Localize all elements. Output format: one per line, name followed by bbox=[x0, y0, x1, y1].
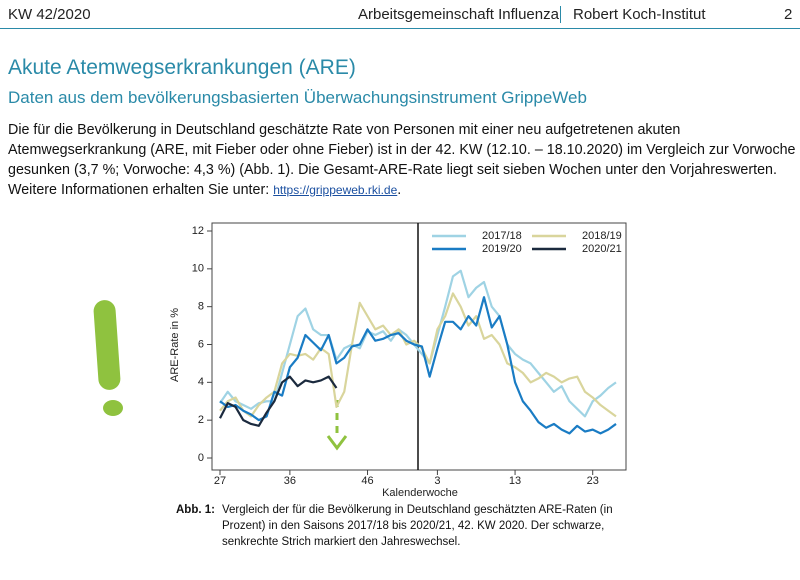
legend-label: 2020/21 bbox=[582, 243, 622, 255]
caption-text: Vergleich der für die Bevölkerung in Deu… bbox=[222, 504, 613, 548]
x-tick-label: 23 bbox=[587, 475, 599, 487]
header-left: KW 42/2020 bbox=[8, 6, 91, 23]
exclamation-dot bbox=[103, 400, 123, 416]
title: Akute Atemwegserkrankungen (ARE) bbox=[8, 56, 356, 79]
y-tick-label: 10 bbox=[192, 263, 204, 275]
y-tick-label: 6 bbox=[198, 338, 204, 350]
caption: Abb. 1: Vergleich der für die Bevölkerung… bbox=[176, 502, 636, 550]
caption-label: Abb. 1: bbox=[176, 504, 215, 516]
x-tick-label: 13 bbox=[509, 475, 521, 487]
subtitle: Daten aus dem bevölkerungsbasierten Über… bbox=[8, 88, 587, 107]
paragraph-end: . bbox=[397, 182, 402, 198]
x-tick-label: 46 bbox=[361, 475, 373, 487]
y-tick-label: 8 bbox=[198, 301, 204, 313]
x-tick-label: 36 bbox=[284, 475, 296, 487]
header-center: Arbeitsgemeinschaft Influenza bbox=[358, 6, 559, 23]
legend-label: 2017/18 bbox=[482, 230, 522, 242]
paragraph: Die für die Bevölkerung in Deutschland g… bbox=[8, 120, 798, 200]
x-axis-label: Kalenderwoche bbox=[382, 487, 458, 499]
series-line bbox=[219, 375, 338, 427]
legend-label: 2019/20 bbox=[482, 243, 522, 255]
y-tick-label: 12 bbox=[192, 225, 204, 237]
header-right: Robert Koch-Institut bbox=[560, 6, 706, 23]
paragraph-text: Die für die Bevölkerung in Deutschland g… bbox=[8, 122, 796, 198]
x-tick-label: 3 bbox=[434, 475, 440, 487]
header: KW 42/2020 Arbeitsgemeinschaft Influenza… bbox=[0, 0, 800, 29]
y-tick-label: 0 bbox=[198, 452, 204, 464]
page-number: 2 bbox=[784, 6, 793, 23]
y-axis-label: ARE-Rate in % bbox=[169, 308, 181, 382]
arrow-head bbox=[326, 435, 348, 451]
link[interactable]: https://grippeweb.rki.de bbox=[273, 183, 398, 197]
series-line bbox=[219, 296, 617, 435]
legend-label: 2018/19 bbox=[582, 230, 622, 242]
y-tick-label: 2 bbox=[198, 414, 204, 426]
plot-frame bbox=[211, 222, 627, 471]
exclamation-bar bbox=[93, 300, 121, 390]
y-tick-label: 4 bbox=[198, 376, 204, 388]
x-tick-label: 27 bbox=[214, 475, 226, 487]
